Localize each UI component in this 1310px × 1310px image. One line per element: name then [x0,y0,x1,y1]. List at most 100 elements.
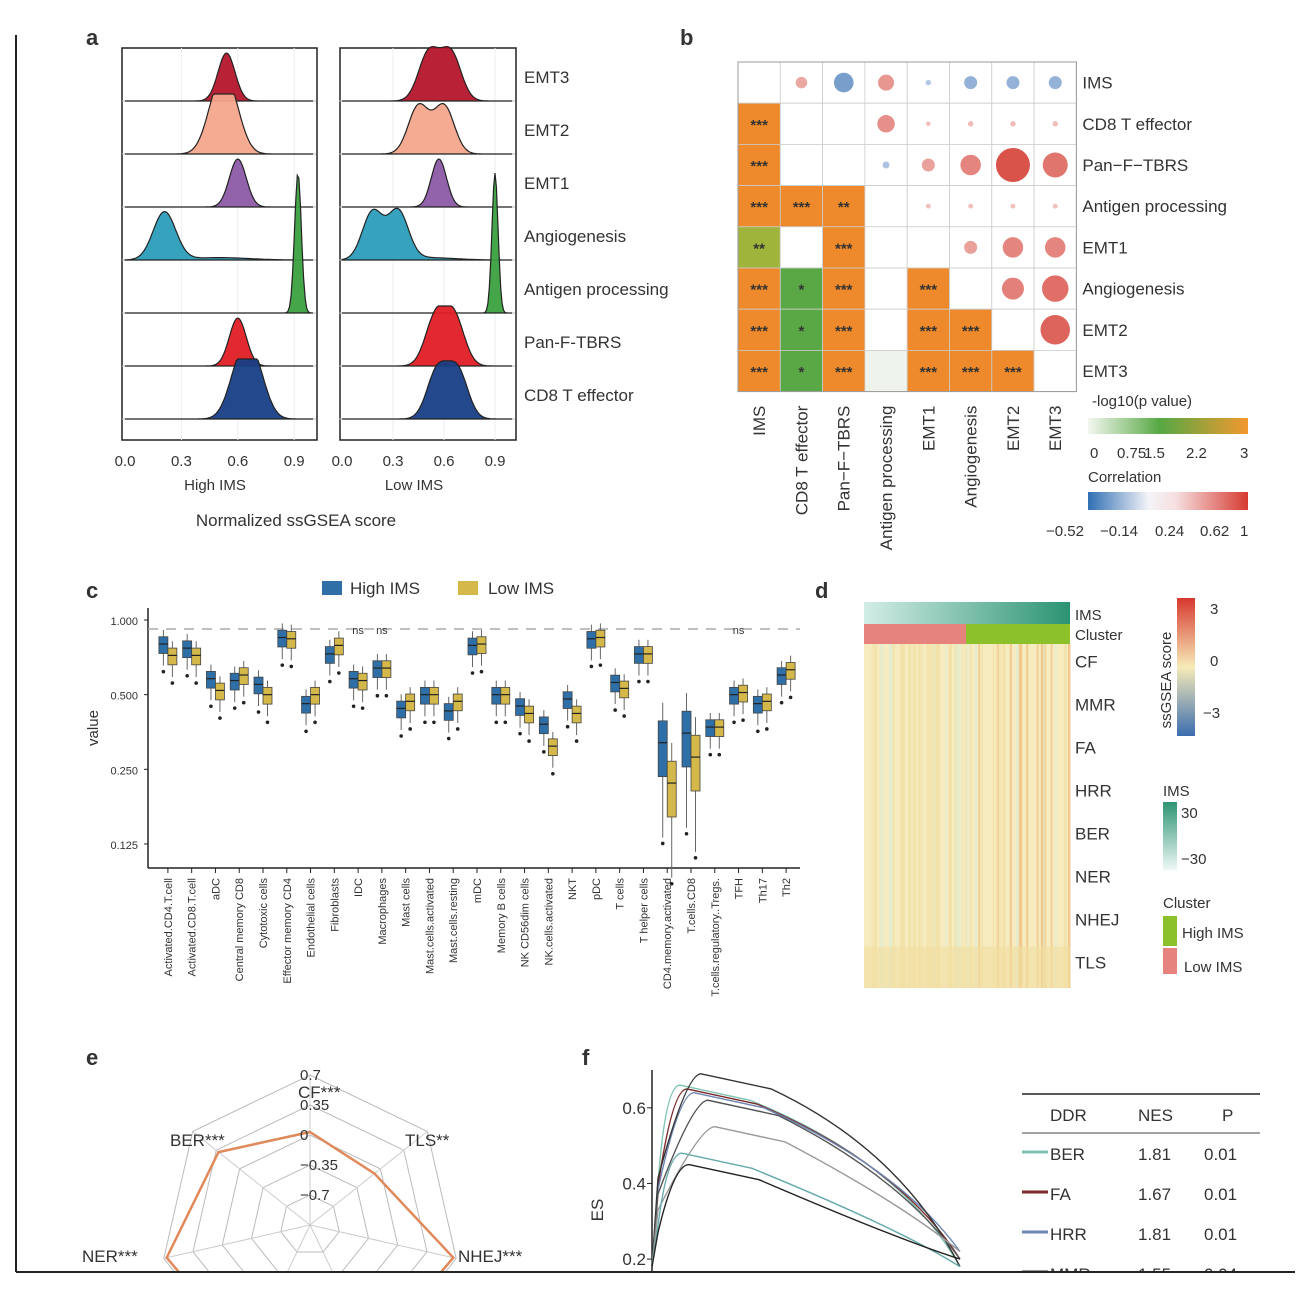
corr-sig-label: *** [835,323,853,340]
box-body [405,693,416,712]
corr-cell [864,143,908,186]
legend-cluster-swatch-high [1163,916,1177,946]
heatmap-stripe [893,644,896,988]
heatmap-stripe [932,644,935,988]
panel-c-ns-label: ns [733,625,745,637]
panel-c-x-label: Mast.cells.activated [424,878,436,974]
radar-axis-label: BER*** [170,1131,225,1150]
corr-row-label: Pan−F−TBRS [1082,156,1188,175]
corr-sig-label: * [799,323,805,340]
panel-c-x-label: pDC [591,878,603,900]
box-outlier [542,750,546,754]
panel-c-x-label: T.cells.CD8 [686,878,698,934]
panel-letter-d: d [815,578,828,603]
gsea-curve [651,1073,961,1267]
table-cell-nes: 1.67 [1138,1185,1171,1204]
box-body [420,686,430,705]
corr-sig-label: *** [750,158,768,175]
heatmap-row-label: NHEJ [1075,911,1119,930]
table-cell-ddr: HRR [1050,1225,1087,1244]
ridge-x-tick: 0.6 [434,453,455,470]
box-outlier [289,664,294,669]
heatmap-stripe [969,644,972,988]
panel-c-ns-label: ns [376,625,388,637]
panel-c-x-label: NK.cells.activated [543,878,555,965]
corr-sig-label: *** [920,282,938,299]
corr-circle [1042,275,1069,302]
corr-row-label: IMS [1082,74,1112,93]
corr-circle [833,72,854,93]
facet-frame-low [339,47,517,441]
heatmap-stripe [918,644,920,988]
radar-spoke [309,1131,428,1226]
box-body [452,693,463,712]
box-outlier [194,681,198,685]
panel-a-ridgeline: EMT3 EMT2 EMT1 Angiogenesis Antigen processi… [115,45,669,530]
box-body [491,686,502,705]
box-outlier [423,720,427,725]
corr-sig-label: *** [750,117,768,134]
corr-col-label: Antigen processing [877,406,896,551]
box-body [547,738,558,756]
corr-circle [1042,152,1068,178]
heatmap-stripe [1036,644,1039,988]
legend-swatch-high [322,581,342,595]
heatmap-stripe [874,644,877,988]
legend-label-high: High IMS [350,579,420,598]
heatmap-stripe [934,644,938,988]
heatmap-row-label: BER [1075,825,1110,844]
heatmap-stripe [1015,644,1017,988]
box-body [206,670,216,689]
corr-circle [1048,76,1062,90]
panel-c-y-tick: 0.250 [110,765,138,777]
corr-cell [906,226,950,269]
radar-axis-label: NER*** [82,1247,138,1266]
box-outlier [669,882,674,886]
heatmap-stripe [1043,644,1046,988]
legend-cluster-label-high: High IMS [1182,925,1244,942]
box-body [571,705,582,724]
heatmap-stripe [938,644,940,988]
box-body [761,693,772,712]
box-outlier [241,700,246,705]
box-body [643,646,653,664]
panel-c-x-label: Th17 [757,878,769,903]
legend-corr-tick: 0.24 [1155,523,1184,540]
heatmap-stripe [945,644,947,988]
corr-cell [737,61,781,104]
panel-c-x-label: NK CD56dim cells [520,878,532,968]
corr-sig-label: *** [793,199,811,216]
radar-spoke [192,1131,311,1226]
legend-corr-tick: −0.14 [1100,523,1138,540]
corr-cell [822,267,866,310]
box-outlier [527,739,531,743]
ridge-row-label: Pan-F-TBRS [524,333,621,352]
panel-letter-c: c [86,578,98,603]
panel-c-x-label: Effector memory CD4 [282,878,294,984]
ridge-density-cd8-t-effector [342,360,512,420]
radar-axis-label: CF*** [298,1083,341,1102]
corr-cell [822,308,866,351]
heatmap-stripe [910,644,912,988]
radar-series-outline [165,1130,455,1310]
panel-c-y-tick: 1.000 [110,616,138,628]
box-body [182,640,193,659]
heatmap-stripe [1050,644,1053,988]
corr-circle [968,203,974,209]
box-outlier [684,831,689,836]
table-header-nes: NES [1138,1106,1173,1125]
heatmap-tls-band [864,946,1070,988]
box-outlier [732,720,736,725]
panel-c-x-label: Activated.CD4.T.cell [163,878,175,976]
corr-sig-label: ** [838,199,850,216]
box-outlier [589,664,594,669]
table-cell-p: 0.01 [1204,1225,1237,1244]
corr-row-label: Angiogenesis [1082,280,1184,299]
box-body [785,662,796,680]
corr-circle [795,76,808,89]
corr-circle [1052,203,1058,209]
box-outlier [646,679,650,684]
panel-c-x-label: CD4.memory.activated [662,878,674,989]
corr-cell [737,349,781,392]
heatmap-stripe [882,644,885,988]
